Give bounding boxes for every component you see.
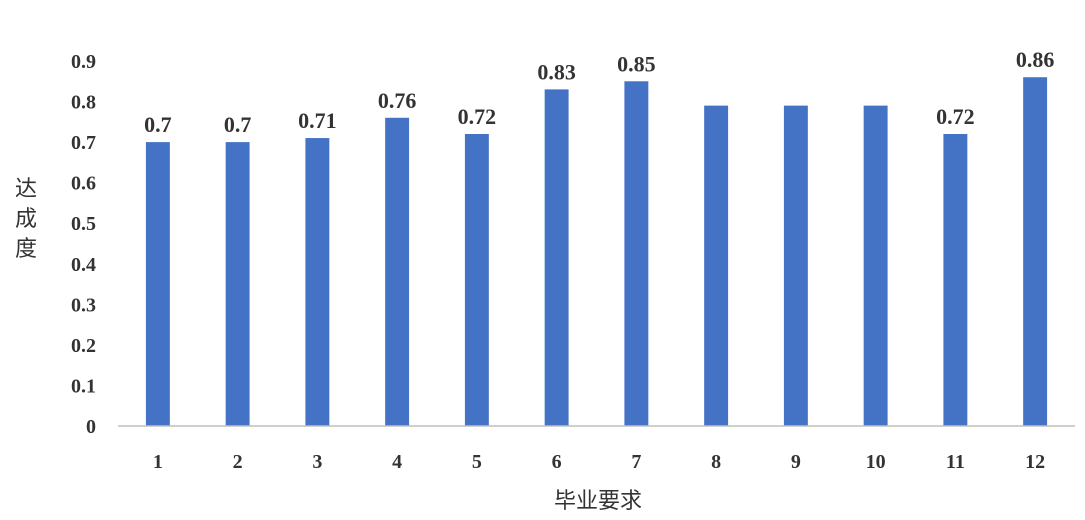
- data-labels: 0.7 0.7 0.71 0.76 0.72 0.83 0.85 0.72 0.86: [144, 47, 1054, 137]
- data-label: 0.85: [617, 51, 656, 76]
- x-axis-ticks: 1 2 3 4 5 6 7 8 9 10 11 12: [153, 451, 1045, 473]
- data-label: 0.72: [936, 104, 975, 129]
- x-tick-label: 11: [946, 451, 965, 473]
- y-tick-label: 0.7: [71, 132, 96, 154]
- y-tick-label: 0.6: [71, 173, 96, 195]
- x-tick-label: 2: [233, 451, 243, 473]
- bars: [145, 77, 1048, 427]
- y-tick-label: 0.9: [71, 51, 96, 73]
- data-label: 0.72: [458, 104, 497, 129]
- bar: [943, 134, 968, 426]
- x-tick-label: 5: [472, 451, 482, 473]
- bar: [225, 142, 250, 426]
- bar: [783, 105, 808, 426]
- data-label: 0.83: [537, 59, 576, 84]
- bar: [145, 142, 170, 426]
- bar: [385, 117, 410, 427]
- bar: [464, 134, 489, 426]
- y-tick-label: 0.4: [71, 254, 96, 276]
- y-tick-label: 0: [86, 416, 96, 438]
- y-axis-title: 达成度: [15, 177, 37, 262]
- y-tick-label: 0.8: [71, 92, 96, 114]
- y-tick-label: 0.1: [71, 375, 96, 397]
- bar: [305, 138, 330, 427]
- bar: [1023, 77, 1048, 426]
- data-label: 0.76: [378, 88, 417, 113]
- bar: [863, 105, 888, 426]
- x-tick-label: 3: [312, 451, 322, 473]
- x-tick-label: 6: [552, 451, 562, 473]
- bar: [624, 81, 649, 427]
- x-tick-label: 10: [866, 451, 886, 473]
- x-tick-label: 8: [711, 451, 721, 473]
- data-label: 0.7: [224, 112, 252, 137]
- y-tick-label: 0.3: [71, 294, 96, 316]
- bar: [544, 89, 569, 426]
- x-axis-title: 毕业要求: [554, 489, 642, 514]
- x-tick-label: 9: [791, 451, 801, 473]
- y-axis-ticks: 0 0.1 0.2 0.3 0.4 0.5 0.6 0.7 0.8 0.9: [71, 51, 96, 438]
- x-tick-label: 7: [631, 451, 641, 473]
- data-label: 0.71: [298, 108, 337, 133]
- y-tick-label: 0.2: [71, 335, 96, 357]
- x-tick-label: 4: [392, 451, 402, 473]
- data-label: 0.7: [144, 112, 172, 137]
- x-tick-label: 12: [1025, 451, 1045, 473]
- data-label: 0.86: [1016, 47, 1055, 72]
- x-tick-label: 1: [153, 451, 163, 473]
- bar: [704, 105, 729, 426]
- y-tick-label: 0.5: [71, 213, 96, 235]
